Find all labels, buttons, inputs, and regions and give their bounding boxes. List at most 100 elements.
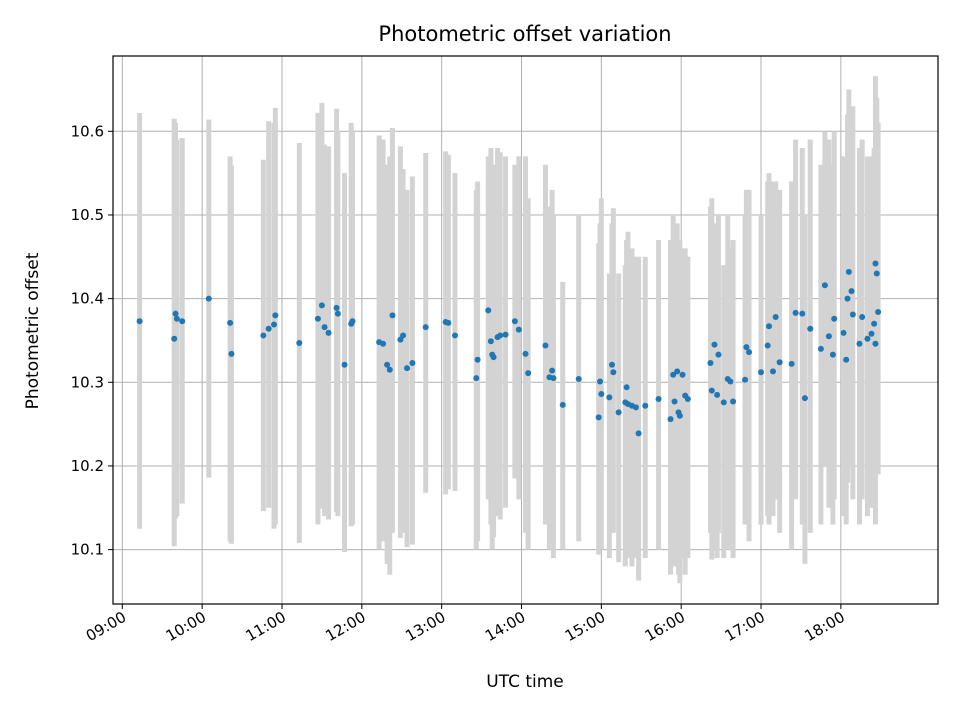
data-point [766,323,773,330]
data-point [522,350,529,357]
data-point [615,409,622,416]
data-point [487,338,494,345]
data-point [610,369,617,376]
data-point [334,310,341,317]
data-point [821,282,828,289]
x-tick-label: 10:00 [163,608,209,645]
data-point [445,319,452,326]
data-point [172,310,179,317]
x-tick-label: 12:00 [322,608,368,645]
data-point [608,361,615,368]
data-point [389,312,396,319]
data-point [817,345,824,352]
data-point [742,376,749,383]
data-point [845,268,852,275]
data-point [511,318,518,325]
data-point [474,356,481,363]
data-point [844,295,851,302]
data-point [400,332,407,339]
data-point [205,295,212,302]
chart-title: Photometric offset variation [378,22,672,46]
data-point [871,320,878,327]
y-tick-label: 10.5 [71,206,104,224]
data-point [404,365,411,372]
data-point [711,341,718,348]
data-points [136,260,882,437]
data-point [715,351,722,358]
data-point [864,335,871,342]
data-point [868,330,875,337]
data-point [743,344,750,351]
data-point [318,302,325,309]
data-point [549,367,556,374]
data-point [642,402,649,409]
data-point [776,359,783,366]
data-point [875,309,882,316]
x-tick-label: 14:00 [482,608,528,645]
data-point [746,349,753,356]
data-point [542,342,549,349]
data-point [525,370,532,377]
data-point [227,319,234,326]
data-point [260,332,267,339]
data-point [758,369,765,376]
x-tick-label: 13:00 [402,608,448,645]
data-point [670,371,677,378]
data-point [727,378,734,385]
y-axis: 10.1 10.2 10.3 10.4 10.5 10.6 [71,122,113,559]
y-tick-label: 10.3 [71,373,104,391]
y-tick-label: 10.6 [71,122,104,140]
data-point [635,430,642,437]
data-point [606,394,613,401]
data-point [807,325,814,332]
data-point [333,304,340,311]
y-tick-label: 10.1 [71,541,104,559]
data-point [770,368,776,375]
data-point [831,315,838,322]
data-point [485,307,492,314]
data-point [772,314,779,321]
x-tick-label: 11:00 [243,608,289,645]
data-point [595,414,602,421]
data-point [550,375,557,382]
data-point [136,318,143,325]
data-point [676,412,683,419]
y-axis-label: Photometric offset [23,252,43,410]
data-point [671,398,678,405]
data-point [171,335,178,342]
data-point [314,315,321,322]
data-point [321,324,328,331]
data-point [720,399,727,406]
x-tick-label: 16:00 [642,608,688,645]
data-point [515,326,522,333]
data-point [623,384,630,391]
data-point [856,340,863,347]
data-point [473,375,480,382]
data-point [873,270,880,277]
x-tick-label: 15:00 [562,608,608,645]
data-point [380,340,387,347]
data-point [840,329,847,336]
data-point [502,331,509,338]
data-point [848,288,855,295]
data-point [575,375,582,382]
data-point [598,391,605,398]
data-point [872,340,879,347]
data-point [632,404,639,411]
data-point [228,350,235,357]
data-point [349,318,356,325]
data-point [825,333,832,340]
data-point [872,260,879,267]
data-point [386,366,393,373]
data-point [764,342,771,349]
data-point [730,398,737,405]
x-axis: 09:00 10:00 11:00 12:00 13:00 14:00 15:00 16:00… [83,604,848,645]
data-point [849,311,856,318]
data-point [829,351,836,358]
data-point [559,401,566,408]
data-point [788,360,795,367]
x-axis-label: UTC time [486,672,564,692]
data-point [792,309,799,316]
data-point [655,396,662,403]
data-point [490,354,497,361]
